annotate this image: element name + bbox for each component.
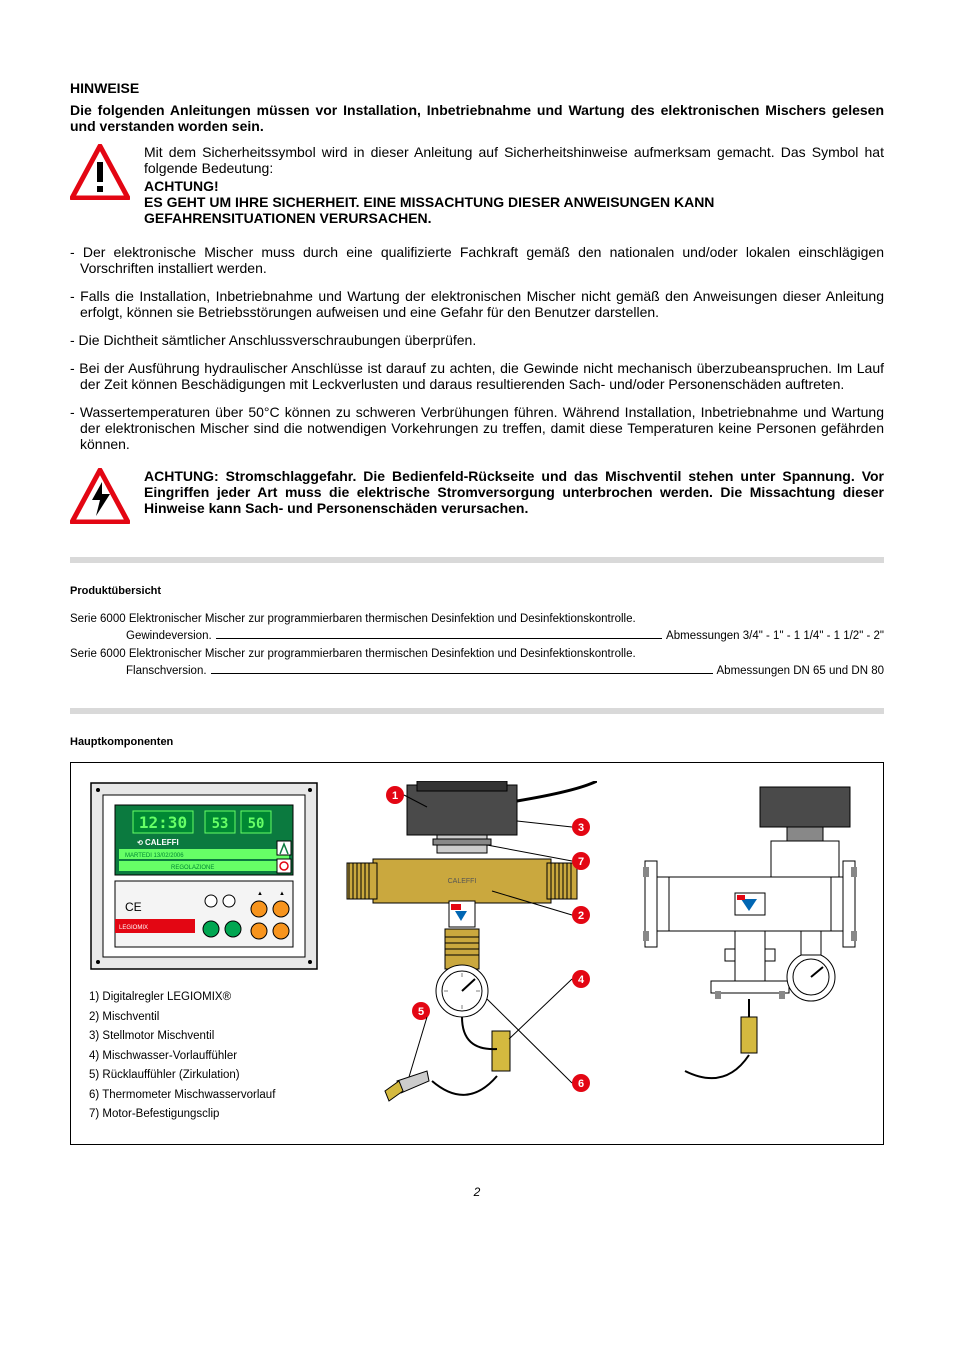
product-overview: Serie 6000 Elektronischer Mischer zur pr…: [70, 611, 884, 680]
svg-text:CALEFFI: CALEFFI: [448, 878, 477, 885]
leader-dots: [211, 673, 713, 674]
bullet-list: - Der elektronische Mischer muss durch e…: [70, 244, 884, 452]
svg-text:CE: CE: [125, 900, 142, 914]
warning-block-2: ACHTUNG: Stromschlaggefahr. Die Bedienfe…: [70, 468, 884, 529]
product-row: Gewindeversion. Abmessungen 3/4" - 1" - …: [70, 628, 884, 645]
bullet-item: - Der elektronische Mischer muss durch e…: [70, 244, 884, 276]
svg-text:▲: ▲: [257, 891, 263, 897]
heading-hauptkomponenten: Hauptkomponenten: [70, 736, 884, 748]
legend-item: 2) Mischventil: [89, 1008, 319, 1028]
warning-block-1: Mit dem Sicherheitssymbol wird in dieser…: [70, 144, 884, 226]
section-divider: [70, 708, 884, 714]
legend-item: 1) Digitalregler LEGIOMIX®: [89, 988, 319, 1008]
controller-panel-illustration: 12:30 53 50 ⟲ CALEFFI MARTEDI 13/02/2006…: [89, 781, 319, 971]
components-diagram-box: 12:30 53 50 ⟲ CALEFFI MARTEDI 13/02/2006…: [70, 762, 884, 1145]
product-version-label: Flanschversion.: [126, 663, 207, 680]
warn2-text: ACHTUNG: Stromschlaggefahr. Die Bedienfe…: [144, 468, 884, 516]
product-line: Serie 6000 Elektronischer Mischer zur pr…: [70, 611, 884, 628]
heading-produktuebersicht: Produktübersicht: [70, 585, 884, 597]
product-version-label: Gewindeversion.: [126, 628, 212, 645]
product-line: Serie 6000 Elektronischer Mischer zur pr…: [70, 646, 884, 663]
legend-item: 5) Rücklauffühler (Zirkulation): [89, 1066, 319, 1086]
legend-item: 4) Mischwasser-Vorlauffühler: [89, 1047, 319, 1067]
svg-text:3: 3: [578, 822, 584, 834]
svg-text:12:30: 12:30: [139, 813, 187, 832]
warn1-bold: ES GEHT UM IHRE SICHERHEIT. EINE MISSACH…: [144, 194, 884, 226]
svg-text:MARTEDI 13/02/2006: MARTEDI 13/02/2006: [125, 853, 184, 859]
intro-bold-text: Die folgenden Anleitungen müssen vor Ins…: [70, 102, 884, 134]
bullet-item: - Wassertemperaturen über 50°C können zu…: [70, 404, 884, 452]
legend-item: 6) Thermometer Mischwasservorlauf: [89, 1086, 319, 1106]
bullet-item: - Bei der Ausführung hydraulischer Ansch…: [70, 360, 884, 392]
svg-text:53: 53: [212, 816, 229, 832]
flanged-valve-illustration: CALEFFI: [615, 781, 865, 1101]
svg-text:6: 6: [578, 1078, 584, 1090]
product-dimensions: Abmessungen DN 65 und DN 80: [717, 663, 885, 680]
warning-triangle-icon: [70, 144, 130, 205]
svg-text:REGOLAZIONE: REGOLAZIONE: [171, 865, 214, 871]
product-row: Flanschversion. Abmessungen DN 65 und DN…: [70, 663, 884, 680]
svg-text:4: 4: [578, 974, 585, 986]
svg-text:1: 1: [392, 790, 398, 802]
legend-list: 1) Digitalregler LEGIOMIX® 2) Mischventi…: [89, 988, 319, 1125]
page-number: 2: [70, 1185, 884, 1199]
bullet-item: - Falls die Installation, Inbetriebnahme…: [70, 288, 884, 320]
threaded-valve-illustration: CALEFFI: [337, 781, 597, 1121]
heading-hinweise: HINWEISE: [70, 80, 884, 96]
svg-text:7: 7: [578, 856, 584, 868]
svg-text:CALEFFI: CALEFFI: [145, 838, 179, 847]
bullet-item: - Die Dichtheit sämtlicher Anschlussvers…: [70, 332, 884, 348]
warn1-normal-text: Mit dem Sicherheitssymbol wird in dieser…: [144, 144, 884, 176]
warn1-achtung: ACHTUNG!: [144, 178, 884, 194]
legend-item: 7) Motor-Befestigungsclip: [89, 1105, 319, 1125]
svg-text:5: 5: [418, 1006, 424, 1018]
svg-text:50: 50: [248, 816, 265, 832]
svg-text:LEGIOMIX: LEGIOMIX: [119, 925, 148, 931]
electric-warning-icon: [70, 468, 130, 529]
legend-item: 3) Stellmotor Mischventil: [89, 1027, 319, 1047]
svg-text:2: 2: [578, 910, 584, 922]
leader-dots: [216, 638, 662, 639]
section-divider: [70, 557, 884, 563]
svg-text:▲: ▲: [279, 891, 285, 897]
product-dimensions: Abmessungen 3/4" - 1" - 1 1/4" - 1 1/2" …: [666, 628, 884, 645]
svg-text:⟲: ⟲: [137, 840, 143, 847]
